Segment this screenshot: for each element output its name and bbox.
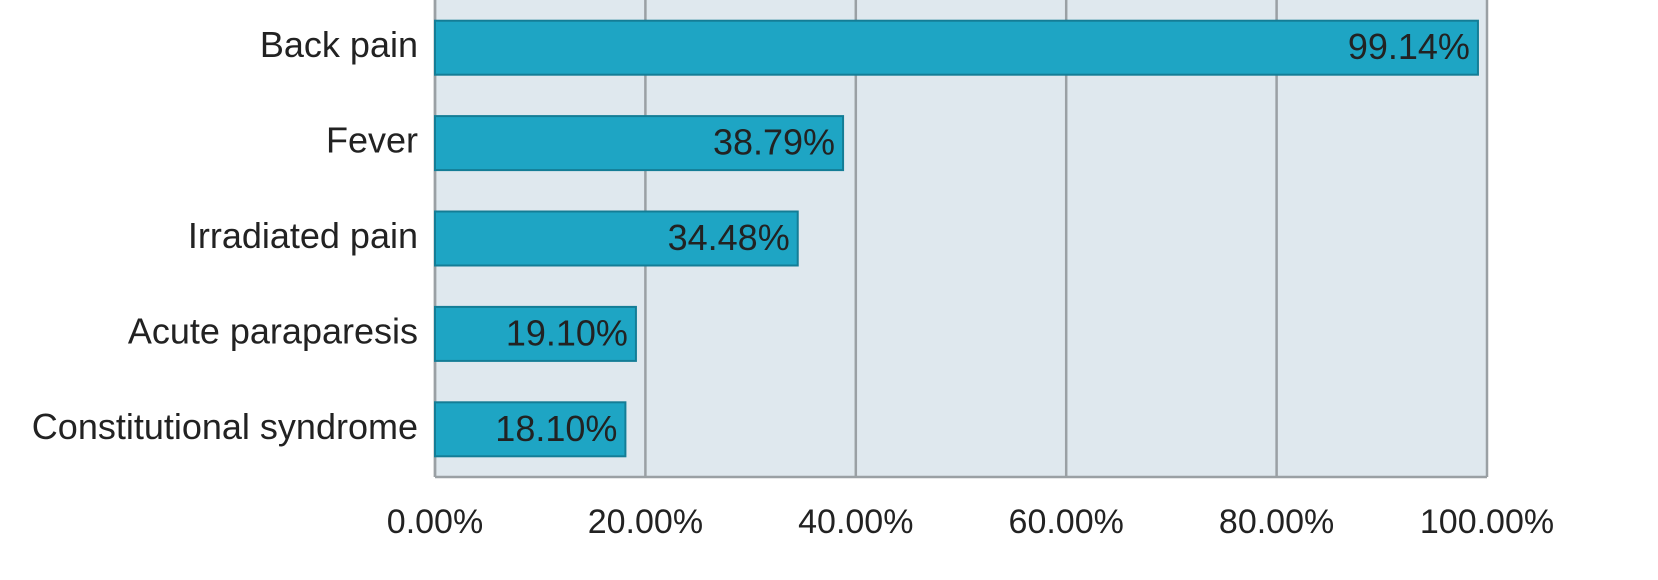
x-tick-label: 80.00% [1219, 503, 1334, 541]
value-label: 34.48% [668, 217, 790, 258]
x-tick-label: 20.00% [588, 503, 703, 541]
y-tick-label: Irradiated pain [188, 215, 418, 256]
x-tick-label: 0.00% [387, 503, 483, 541]
bar [434, 401, 627, 458]
value-label: 19.10% [506, 312, 628, 353]
bar [434, 115, 845, 172]
bar [434, 305, 637, 362]
x-tick-label: 100.00% [1420, 503, 1554, 541]
y-tick-label: Constitutional syndrome [32, 406, 418, 447]
x-tick-label: 40.00% [798, 503, 913, 541]
bar [434, 19, 1479, 76]
value-label: 99.14% [1348, 26, 1470, 67]
x-tick-label: 60.00% [1009, 503, 1124, 541]
y-tick-label: Back pain [260, 24, 418, 65]
value-label: 18.10% [495, 408, 617, 449]
value-label: 38.79% [713, 122, 835, 163]
y-tick-label: Acute paraparesis [128, 310, 418, 351]
bar [434, 210, 799, 267]
y-tick-label: Fever [326, 120, 418, 161]
